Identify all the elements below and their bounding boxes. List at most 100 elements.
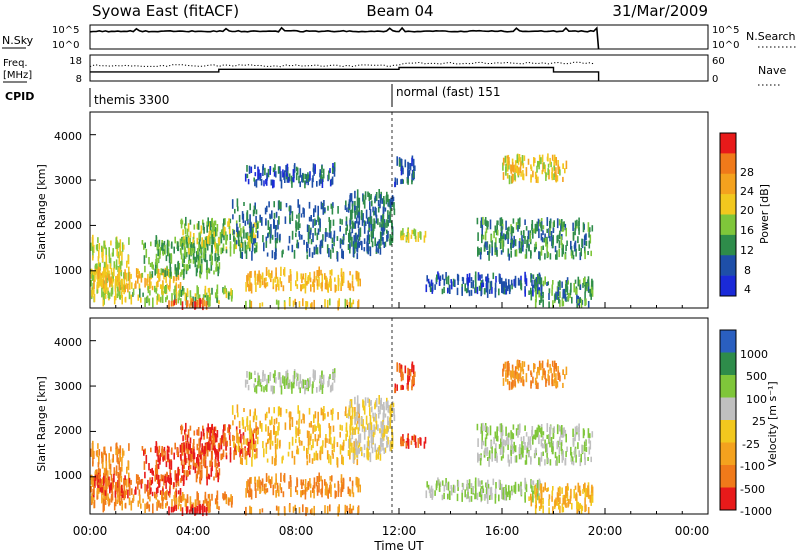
- power-echo-cell: [514, 239, 517, 247]
- velocity-echo-cell: [167, 453, 170, 460]
- power-echo-cell: [549, 236, 551, 242]
- power-echo-cell: [189, 258, 192, 264]
- velocity-echo-cell: [138, 489, 141, 496]
- power-echo-cell: [328, 217, 330, 222]
- velocity-echo-cell: [254, 385, 256, 393]
- velocity-echo-cell: [274, 436, 277, 444]
- velocity-echo-cell: [428, 487, 431, 494]
- power-echo-cell: [390, 235, 392, 246]
- power-echo-cell: [373, 210, 375, 216]
- power-echo-cell: [224, 288, 226, 293]
- power-echo-cell: [476, 286, 479, 295]
- power-echo-cell: [349, 271, 351, 276]
- power-echo-cell: [207, 288, 210, 293]
- velocity-echo-cell: [194, 503, 197, 511]
- velocity-echo-cell: [507, 454, 510, 463]
- power-echo-cell: [429, 283, 432, 292]
- velocity-echo-cell: [269, 419, 271, 425]
- velocity-echo-cell: [215, 451, 217, 460]
- power-echo-cell: [325, 228, 327, 234]
- velocity-echo-cell: [151, 491, 154, 497]
- velocity-echo-cell: [387, 400, 389, 409]
- velocity-echo-cell: [259, 486, 261, 494]
- velocity-echo-cell: [401, 384, 403, 390]
- velocity-echo-cell: [162, 488, 164, 496]
- power-echo-cell: [545, 237, 547, 247]
- power-echo-cell: [424, 230, 427, 238]
- power-echo-cell: [277, 300, 280, 310]
- power-echo-cell: [363, 220, 366, 227]
- power-echo-cell: [156, 293, 159, 301]
- velocity-echo-cell: [414, 435, 417, 446]
- power-echo-cell: [177, 284, 180, 289]
- velocity-echo-cell: [199, 472, 202, 480]
- power-echo-cell: [587, 222, 590, 232]
- power-echo-cell: [102, 247, 104, 256]
- velocity-echo-cell: [524, 495, 526, 503]
- power-echo-cell: [505, 220, 507, 231]
- velocity-echo-cell: [538, 457, 540, 466]
- velocity-echo-cell: [377, 453, 379, 460]
- power-echo-cell: [158, 239, 161, 247]
- power-echo-cell: [427, 278, 430, 284]
- velocity-echo-cell: [551, 360, 554, 367]
- power-echo-cell: [225, 231, 227, 236]
- velocity-echo-cell: [520, 447, 523, 455]
- velocity-echo-cell: [115, 482, 117, 491]
- power-echo-cell: [101, 245, 103, 252]
- velocity-echo-cell: [352, 492, 355, 498]
- velocity-ytick-1000: 1000: [54, 469, 82, 482]
- nave-tick-top: 60: [712, 56, 725, 67]
- power-echo-cell: [105, 275, 107, 285]
- velocity-echo-cell: [363, 426, 366, 433]
- velocity-echo-cell: [238, 436, 240, 443]
- velocity-echo-cell: [419, 437, 421, 444]
- power-echo-cell: [564, 223, 567, 231]
- power-echo-cell: [248, 284, 251, 292]
- velocity-echo-cell: [591, 495, 594, 503]
- power-echo-cell: [211, 247, 213, 253]
- velocity-echo-cell: [258, 379, 260, 386]
- power-echo-cell: [382, 237, 384, 245]
- velocity-axis-ticks: [89, 340, 709, 514]
- velocity-echo-cell: [94, 479, 96, 488]
- power-echo-cell: [510, 164, 512, 174]
- velocity-echo-cell: [557, 492, 560, 503]
- power-echo-cell: [337, 300, 339, 311]
- power-echo-cell: [548, 228, 550, 239]
- velocity-echo-cell: [168, 506, 170, 516]
- power-echo-cell: [480, 217, 483, 227]
- power-echo-cell: [585, 233, 587, 241]
- xtick-2400: 00:00: [675, 524, 710, 538]
- power-echo-cell: [330, 203, 333, 209]
- velocity-echo-cell: [480, 455, 482, 461]
- velocity-echo-cell: [387, 426, 389, 431]
- velocity-echo-cell: [164, 475, 166, 483]
- velocity-echo-cell: [171, 447, 173, 455]
- power-echo-cell: [558, 219, 561, 226]
- velocity-echo-cell: [129, 486, 131, 496]
- power-echo-cell: [569, 289, 572, 296]
- power-axis-ticks: [89, 134, 709, 308]
- power-echo-cell: [267, 221, 270, 228]
- power-echo-cell: [264, 167, 266, 176]
- velocity-echo-cell: [370, 429, 372, 437]
- velocity-echo-cell: [262, 441, 264, 449]
- velocity-echo-cell: [170, 506, 173, 513]
- velocity-echo-cell: [306, 381, 309, 388]
- power-echo-cell: [412, 170, 415, 178]
- velocity-echo-cell: [383, 407, 385, 415]
- power-echo-cell: [362, 213, 364, 223]
- velocity-echo-cell: [167, 457, 170, 463]
- power-echo-cell: [526, 241, 529, 247]
- velocity-echo-cell: [184, 452, 186, 462]
- velocity-echo-cell: [240, 442, 243, 450]
- velocity-echo-cell: [306, 460, 309, 466]
- velocity-echo-cell: [258, 375, 260, 383]
- velocity-echo-cell: [508, 432, 510, 438]
- velocity-echo-cell: [259, 420, 261, 427]
- velocity-echo-cell: [574, 485, 577, 490]
- velocity-echo-cell: [218, 461, 220, 467]
- power-echo-cell: [502, 284, 505, 294]
- power-echo-cell: [325, 276, 327, 283]
